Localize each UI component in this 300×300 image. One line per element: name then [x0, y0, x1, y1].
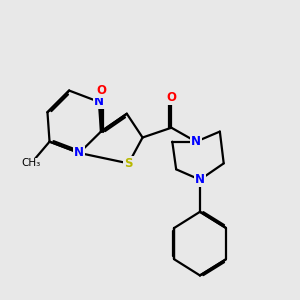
Text: S: S [124, 157, 133, 170]
Text: O: O [167, 92, 176, 104]
Text: CH₃: CH₃ [22, 158, 41, 168]
Text: O: O [96, 84, 106, 97]
Text: N: N [74, 146, 84, 160]
Text: N: N [195, 173, 205, 186]
Text: N: N [94, 95, 104, 108]
Text: N: N [191, 135, 201, 148]
